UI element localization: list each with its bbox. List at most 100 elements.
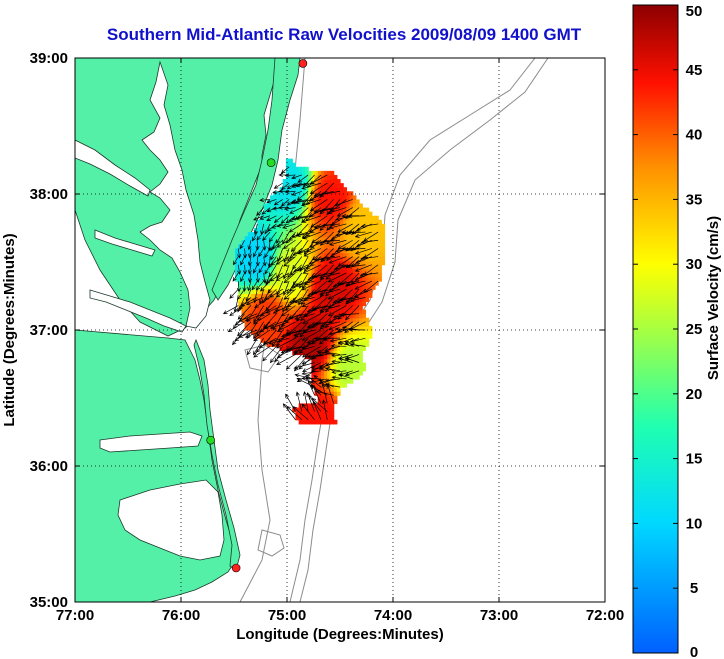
- velocity-cell: [343, 260, 347, 266]
- velocity-cell: [365, 317, 370, 323]
- velocity-cell: [343, 268, 347, 274]
- velocity-cell: [257, 232, 262, 237]
- velocity-cell: [330, 338, 335, 343]
- velocity-cell: [333, 293, 338, 298]
- velocity-cell: [298, 240, 303, 245]
- velocity-vector: [347, 247, 366, 252]
- velocity-cell: [317, 358, 322, 364]
- velocity-cell: [381, 260, 386, 266]
- velocity-cell: [292, 350, 297, 356]
- velocity-cell: [298, 276, 303, 282]
- velocity-vector: [296, 248, 315, 255]
- velocity-cell: [330, 187, 335, 192]
- velocity-cell: [346, 309, 351, 315]
- velocity-vector: [252, 231, 258, 242]
- velocity-cell: [352, 268, 357, 274]
- velocity-cell: [355, 325, 360, 331]
- velocity-cell: [273, 228, 277, 233]
- velocity-cell: [365, 260, 370, 266]
- velocity-vector: [293, 345, 315, 354]
- velocity-cell: [285, 248, 290, 254]
- velocity-vector: [276, 264, 284, 280]
- velocity-cell: [257, 264, 262, 270]
- velocity-cell: [266, 236, 271, 241]
- velocity-cell: [346, 297, 351, 303]
- velocity-vector: [267, 240, 272, 252]
- velocity-cell: [273, 276, 277, 282]
- velocity-cell: [298, 260, 303, 266]
- velocity-vector: [293, 182, 309, 188]
- velocity-cell: [317, 415, 322, 421]
- velocity-cell: [289, 203, 293, 209]
- velocity-cell: [330, 207, 335, 213]
- velocity-cell: [340, 240, 344, 245]
- velocity-cell: [333, 272, 338, 278]
- velocity-cell: [349, 338, 354, 343]
- velocity-cell: [289, 174, 293, 180]
- velocity-cell: [263, 338, 268, 343]
- velocity-cell: [320, 199, 325, 205]
- velocity-cell: [314, 366, 319, 372]
- velocity-cell: [336, 289, 341, 294]
- velocity-cell: [330, 228, 335, 233]
- velocity-cell: [266, 219, 271, 225]
- velocity-cell: [349, 350, 354, 356]
- velocity-cell: [324, 370, 328, 376]
- velocity-cell: [355, 203, 360, 209]
- velocity-vector: [280, 305, 296, 317]
- velocity-cell: [311, 325, 316, 331]
- velocity-cell: [374, 244, 379, 249]
- velocity-cell: [324, 236, 328, 241]
- velocity-cell: [343, 240, 347, 245]
- velocity-cell: [330, 321, 335, 327]
- velocity-cell: [320, 330, 325, 335]
- velocity-cell: [301, 170, 306, 176]
- velocity-cell: [308, 403, 312, 409]
- velocity-cell: [279, 248, 284, 254]
- velocity-vector: [349, 337, 366, 344]
- velocity-cell: [317, 179, 322, 184]
- velocity-cell: [327, 358, 332, 364]
- velocity-cell: [368, 293, 373, 298]
- velocity-cell: [359, 358, 363, 364]
- velocity-cell: [368, 330, 373, 335]
- velocity-cell: [279, 285, 284, 290]
- velocity-cell: [343, 293, 347, 298]
- velocity-cell: [352, 203, 357, 209]
- velocity-cell: [298, 203, 303, 209]
- velocity-cell: [263, 248, 268, 254]
- velocity-cell: [324, 268, 328, 274]
- velocity-cell: [336, 301, 341, 307]
- velocity-cell: [330, 293, 335, 298]
- velocity-cell: [333, 281, 338, 286]
- velocity-cell: [311, 374, 316, 380]
- velocity-cell: [282, 232, 287, 237]
- velocity-cell: [330, 285, 335, 290]
- velocity-cell: [340, 354, 344, 360]
- velocity-cell: [279, 228, 284, 233]
- velocity-cell: [352, 248, 357, 254]
- velocity-cell: [352, 293, 357, 298]
- velocity-cell: [381, 256, 386, 262]
- velocity-cell: [333, 342, 338, 347]
- velocity-cell: [254, 289, 258, 294]
- velocity-cell: [285, 321, 290, 327]
- velocity-cell: [314, 228, 319, 233]
- velocity-cell: [362, 260, 367, 266]
- velocity-cell: [314, 215, 319, 221]
- velocity-cell: [314, 199, 319, 205]
- velocity-cell: [276, 199, 281, 205]
- velocity-cell: [250, 232, 255, 237]
- velocity-cell: [311, 179, 316, 184]
- velocity-cell: [263, 228, 268, 233]
- velocity-cell: [276, 325, 281, 331]
- velocity-cell: [346, 203, 351, 209]
- velocity-cell: [355, 370, 360, 376]
- velocity-cell: [346, 252, 351, 258]
- velocity-cell: [340, 362, 344, 368]
- velocity-cell: [343, 228, 347, 233]
- velocity-cell: [336, 183, 341, 188]
- velocity-cell: [292, 338, 297, 343]
- velocity-cell: [250, 301, 255, 307]
- velocity-cell: [340, 183, 344, 188]
